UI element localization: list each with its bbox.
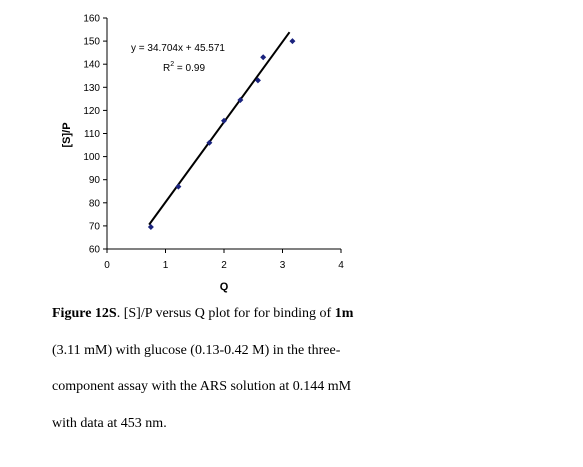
r-squared-value: = 0.99 [174, 63, 205, 74]
caption-label: Figure 12S [52, 306, 117, 321]
y-tick-label: 130 [83, 83, 100, 94]
x-axis-title: Q [220, 281, 229, 293]
x-tick-label: 3 [280, 260, 286, 271]
caption-line-2: (3.11 mM) with glucose (0.13-0.42 M) in … [52, 343, 341, 358]
y-tick-label: 100 [83, 152, 100, 163]
caption-text-1: . [S]/P versus Q plot for for binding of [116, 306, 335, 321]
data-points [147, 38, 296, 231]
y-tick-label: 140 [83, 60, 100, 71]
x-tick-label: 0 [104, 260, 110, 271]
scatter-chart: 60 70 80 90 100 110 120 130 140 150 160 0 1 2 3 4 y = 3… [61, 14, 344, 294]
data-point [221, 117, 227, 124]
caption-line-3: component assay with the ARS solution at… [52, 379, 352, 394]
y-tick-label: 80 [89, 198, 101, 209]
equation-annotation: y = 34.704x + 45.571 [131, 43, 225, 54]
y-tick-label: 120 [83, 106, 100, 117]
caption-line-4: with data at 453 nm. [52, 416, 167, 431]
tick-labels: 60 70 80 90 100 110 120 130 140 150 160 0 1 2 3 4 [83, 14, 344, 272]
x-tick-label: 1 [163, 260, 169, 271]
x-tick-label: 4 [338, 260, 344, 271]
r-squared-prefix: R [163, 63, 170, 74]
data-point [237, 97, 244, 104]
data-point [260, 54, 267, 61]
y-axis-title: [S]/P [61, 122, 73, 147]
y-tick-label: 60 [89, 245, 101, 256]
caption-compound: 1m [334, 306, 354, 321]
caption-line-1: Figure 12S. [S]/P versus Q plot for for … [52, 306, 572, 322]
r-squared-exponent: 2 [170, 61, 174, 68]
data-point [147, 224, 154, 231]
x-tick-label: 2 [221, 260, 227, 271]
y-tick-label: 110 [84, 129, 100, 140]
y-tick-label: 70 [89, 221, 101, 232]
data-point [206, 139, 213, 146]
data-point [254, 77, 261, 84]
y-tick-label: 90 [89, 175, 101, 186]
data-point [175, 183, 182, 190]
y-tick-label: 150 [83, 37, 100, 48]
r-squared-annotation: R2 = 0.99 [163, 61, 205, 74]
axis-ticks [103, 17, 342, 253]
data-point [289, 38, 296, 45]
y-tick-label: 160 [83, 14, 100, 25]
trendline [148, 31, 291, 226]
